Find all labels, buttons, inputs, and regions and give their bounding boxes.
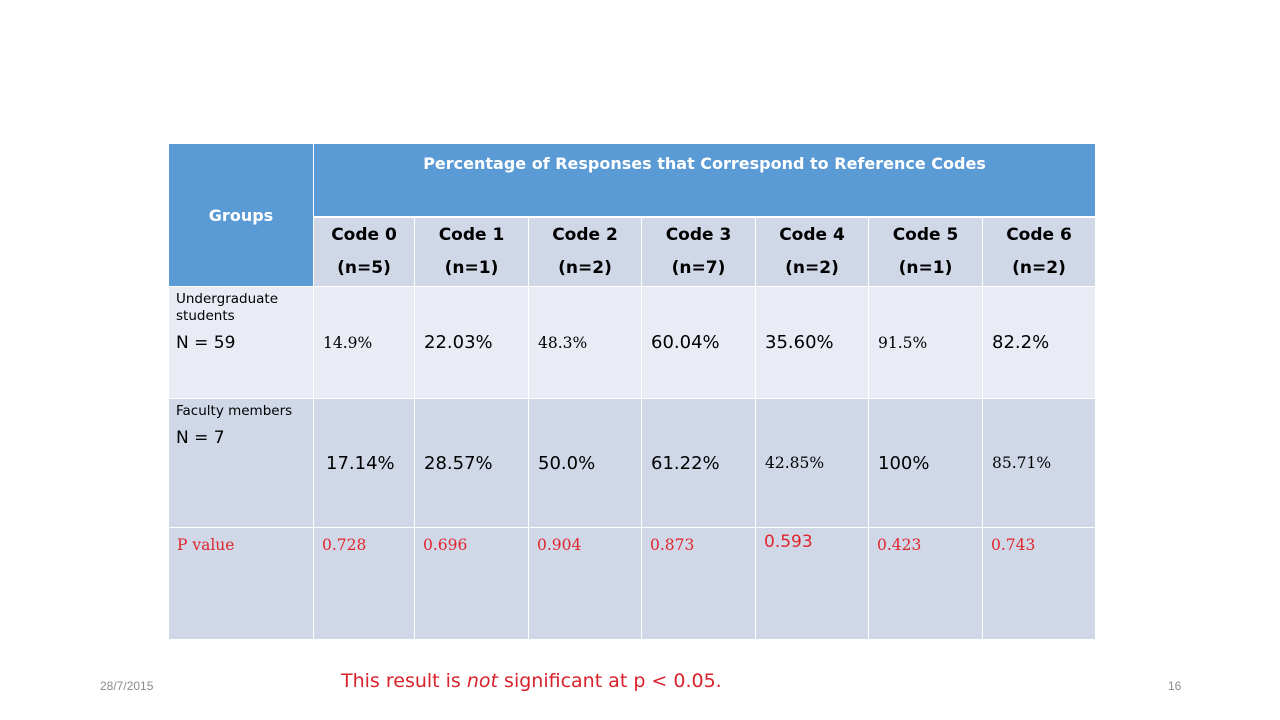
code-n: (n=2) [558,257,612,278]
value-cell: 91.5% [868,286,983,399]
note-text-after: significant at p < 0.05. [498,670,722,692]
group-cell-faculty: Faculty members N = 7 [168,398,314,528]
group-n-label: N = 7 [176,428,225,448]
value-cell: 85.71% [981,398,1097,528]
code-label: Code 4 [779,224,845,245]
code-n: (n=2) [1012,257,1066,278]
note-emphasis: not [466,670,498,692]
value-cell: 14.9% [313,286,415,399]
code-n: (n=5) [337,257,391,278]
page-number: 16 [1168,679,1182,693]
group-n-label: N = 59 [176,333,236,353]
code-5-header: Code 5 (n=1) [868,216,983,287]
table-title-header: Percentage of Responses that Correspond … [312,143,1097,218]
group-label: Faculty members [176,403,293,419]
p-value-label: P value [168,527,314,640]
table-row-undergraduates: Undergraduate students N = 59 14.9% 22.03… [168,286,1097,399]
results-table: Groups Percentage of Responses that Corr… [168,143,1097,640]
p-value-cell: 0.696 [414,527,529,640]
code-n: (n=1) [898,257,953,278]
p-value-cell: 0.728 [313,527,415,640]
code-n: (n=1) [444,257,499,278]
value-cell: 82.2% [981,286,1097,399]
code-label: Code 0 [331,224,397,245]
value-cell: 22.03% [414,286,529,399]
value-cell: 42.85% [755,398,869,528]
note-text-before: This result is [341,670,467,692]
code-0-header: Code 0 (n=5) [313,216,415,287]
p-value-cell: 0.904 [528,527,642,640]
table-row-p-value: P value 0.728 0.696 0.904 0.873 0.593 0.… [168,527,1097,640]
table-row-faculty: Faculty members N = 7 17.14% 28.57% 50.0%… [168,398,1097,528]
p-value-cell: 0.873 [641,527,756,640]
code-n: (n=7) [671,257,726,278]
value-cell: 60.04% [641,286,756,399]
code-6-header: Code 6 (n=2) [981,216,1097,287]
group-label: Undergraduate students [176,291,279,324]
value-cell: 35.60% [755,286,869,399]
p-value-cell: 0.423 [868,527,983,640]
value-cell: 17.14% [313,398,415,528]
value-cell: 50.0% [528,398,642,528]
significance-note: This result is not significant at p < 0.… [341,670,722,692]
code-label: Code 6 [1006,224,1072,245]
code-3-header: Code 3 (n=7) [641,216,756,287]
code-label: Code 2 [552,224,618,245]
code-n: (n=2) [785,257,839,278]
value-cell: 61.22% [641,398,756,528]
code-label: Code 5 [892,224,959,245]
value-cell: 28.57% [414,398,529,528]
p-value-cell: 0.743 [981,527,1097,640]
group-cell-undergraduates: Undergraduate students N = 59 [168,286,314,399]
code-4-header: Code 4 (n=2) [755,216,869,287]
code-2-header: Code 2 (n=2) [528,216,642,287]
footer-date: 28/7/2015 [100,679,154,693]
code-label: Code 3 [665,224,732,245]
p-value-cell: 0.593 [755,527,869,640]
value-cell: 48.3% [528,286,642,399]
code-label: Code 1 [438,224,505,245]
value-cell: 100% [868,398,983,528]
groups-header: Groups [168,143,314,287]
code-1-header: Code 1 (n=1) [414,216,529,287]
